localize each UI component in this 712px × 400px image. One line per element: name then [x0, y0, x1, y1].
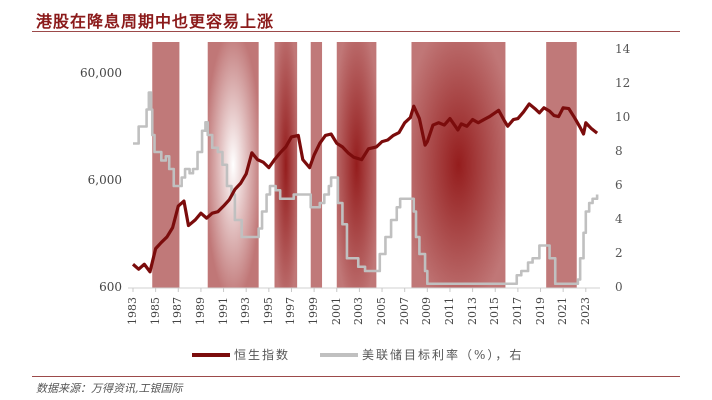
rate-cut-band: [310, 42, 323, 288]
legend-swatch-fed: [320, 352, 359, 357]
x-axis-ticks: [132, 288, 587, 292]
rate-cut-band: [546, 42, 577, 288]
right-axis-tick: 6: [615, 178, 623, 192]
fed-rate-line: [133, 91, 599, 286]
right-axis-tick: 10: [615, 110, 631, 124]
x-axis-tick: 1989: [193, 297, 207, 325]
x-axis-tick: 2005: [375, 297, 389, 325]
footer-divider: [32, 376, 680, 377]
right-axis-tick: 2: [615, 246, 623, 260]
left-axis-tick: 60,000: [80, 66, 122, 80]
left-axis-tick: 600: [99, 280, 122, 294]
x-axis-tick: 2017: [510, 297, 524, 325]
rate-cut-band: [274, 42, 298, 288]
rate-cut-band: [207, 42, 259, 288]
rate-cut-bands: [152, 42, 577, 288]
x-axis-tick: 1997: [284, 297, 298, 325]
x-axis-tick: 2007: [397, 297, 411, 325]
x-axis-tick: 1993: [239, 297, 253, 325]
data-source: 数据来源：万得资讯,工银国际: [36, 382, 183, 395]
x-axis-tick: 2009: [420, 297, 434, 325]
left-axis-tick: 6,000: [87, 173, 122, 187]
x-axis-tick: 1983: [126, 297, 139, 325]
x-axis-tick: 1987: [171, 297, 185, 325]
x-axis-tick: 2019: [533, 297, 547, 325]
chart-title: 港股在降息周期中也更容易上涨: [36, 12, 275, 31]
legend-label-fed: 美联储目标利率（%），右: [362, 348, 524, 362]
x-axis-tick: 2003: [352, 297, 366, 325]
x-axis-tick: 2013: [465, 297, 479, 325]
x-axis-tick: 1999: [307, 297, 321, 325]
legend-swatch-hsi: [192, 352, 230, 357]
x-axis-tick: 2011: [442, 297, 456, 325]
right-axis-tick: 12: [615, 76, 631, 90]
right-axis-tick: 4: [615, 212, 623, 226]
x-axis-tick: 2001: [329, 297, 343, 325]
right-axis-tick: 0: [615, 280, 623, 294]
right-axis-tick: 8: [615, 144, 623, 158]
x-axis-tick: 1991: [216, 297, 230, 325]
x-axis-tick: 1995: [261, 297, 275, 325]
x-axis-tick: 2021: [556, 297, 570, 325]
legend-label-hsi: 恒生指数: [234, 348, 291, 362]
hang-seng-line: [131, 102, 599, 274]
right-axis-tick: 14: [615, 42, 631, 56]
chart-legend: 恒生指数 美联储目标利率（%），右: [192, 346, 553, 363]
x-axis-tick: 2015: [488, 297, 502, 325]
rate-cut-band: [336, 42, 377, 288]
x-axis-tick: 1985: [148, 297, 162, 325]
legend-item-fed: 美联储目标利率（%），右: [320, 346, 523, 363]
legend-item-hsi: 恒生指数: [192, 346, 290, 363]
x-axis-tick: 2023: [578, 297, 592, 325]
rate-cut-band: [411, 42, 506, 288]
title-divider: [32, 31, 680, 32]
